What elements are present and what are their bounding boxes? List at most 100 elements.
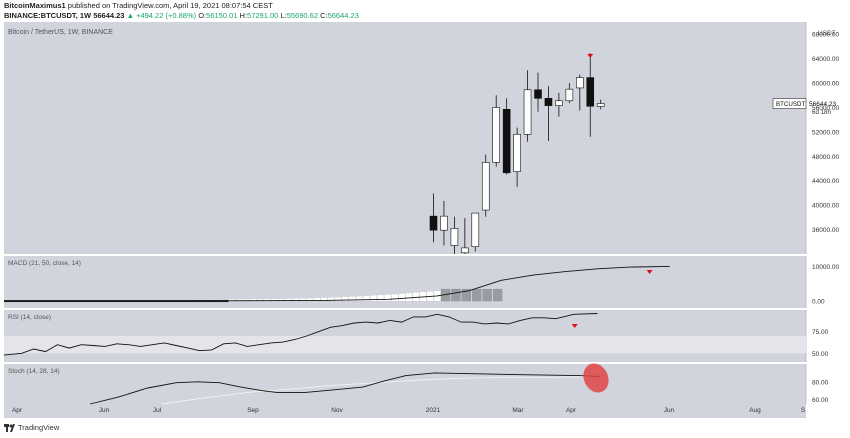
macd-histogram-bar: [270, 298, 278, 302]
time-tick-label: Apr: [12, 407, 23, 414]
macd-line: [4, 265, 670, 302]
macd-histogram-bar-declining: [492, 288, 503, 302]
rsi-bearish-arrow: [571, 324, 578, 328]
time-tick-label: Mar: [512, 407, 524, 414]
macd-histogram-bar: [313, 297, 321, 302]
macd-histogram-bar: [370, 295, 377, 302]
pane-0-background: [4, 22, 806, 254]
candle-body: [523, 89, 532, 135]
stoch-tick-label: 60.00: [812, 397, 829, 404]
macd-tick-label: 0.00: [812, 299, 825, 306]
symbol-tag-label: BTCUSDT: [776, 101, 805, 108]
macd-histogram-bar: [299, 298, 307, 302]
last-price-value: 56644.23: [93, 11, 125, 20]
time-tick-label: Nov: [331, 407, 343, 414]
price-tick-label: 36000.00: [812, 227, 839, 234]
price-axis-bg: [806, 20, 850, 416]
price-tick-label: 40000.00: [812, 203, 839, 210]
time-tick-label: 2021: [426, 407, 441, 414]
last-price-label: 56644.23: [809, 101, 836, 108]
price-tick-label: 64000.00: [812, 56, 839, 63]
time-tick-label: Jul: [153, 407, 162, 414]
stoch-tick-label: 80.00: [812, 379, 829, 386]
macd-histogram-bar: [341, 296, 349, 302]
candle-body: [596, 103, 605, 107]
macd-histogram-bar: [377, 294, 385, 302]
macd-histogram-bar-declining: [482, 288, 492, 302]
symbol-tag-box: [772, 98, 807, 109]
high-value: 57291.00: [247, 11, 279, 20]
close-label: C:: [320, 11, 328, 20]
low-label: L:: [280, 11, 287, 20]
symbol-line: BINANCE:BTCUSDT, 1W 56644.23 ▲ +494.22 (…: [4, 11, 359, 20]
publish-info: published on TradingView.com, April 19, …: [67, 1, 273, 10]
stoch-pane-title: Stoch (14, 28, 14): [8, 368, 60, 375]
tradingview-icon: [4, 423, 15, 432]
macd-histogram-bar: [405, 292, 413, 302]
open-value: 56150.01: [206, 11, 238, 20]
rsi-pane-title: RSI (14, close): [8, 314, 51, 321]
macd-pane-title: MACD (21, 50, close, 14): [8, 260, 81, 267]
candle-body: [429, 215, 438, 231]
sell-signal-arrow: [587, 54, 594, 58]
close-value: 56644.23: [327, 11, 359, 20]
price-tick-label: 60000.00: [812, 81, 839, 88]
macd-histogram-bar: [292, 298, 300, 302]
macd-histogram-bar-declining: [451, 288, 461, 302]
publish-line: BitcoinMaximus1 published on TradingView…: [4, 1, 273, 10]
pane-3-background: [4, 364, 806, 404]
bar-countdown: 6d 18h: [812, 109, 831, 116]
candle-body: [544, 98, 553, 106]
macd-histogram-bar-declining: [461, 288, 472, 302]
candle-body: [461, 247, 469, 254]
macd-histogram-bar: [327, 297, 335, 302]
macd-histogram-bar-declining: [472, 288, 482, 302]
time-tick-label: Sep: [247, 407, 259, 414]
stoch-k-line: [89, 372, 600, 405]
macd-histogram-bar: [391, 293, 399, 302]
currency-label: USDT: [818, 30, 836, 37]
candle-body: [575, 77, 584, 89]
candle-body: [471, 212, 480, 247]
symbol-label: BINANCE:BTCUSDT, 1W: [4, 11, 92, 20]
macd-histogram-bar: [348, 296, 356, 302]
candle-body: [534, 89, 542, 99]
time-tick-label: Jun: [99, 407, 110, 414]
candle-body: [586, 77, 595, 107]
low-value: 55690.62: [286, 11, 318, 20]
candle-body: [502, 109, 511, 174]
time-tick-label: S: [801, 407, 806, 414]
macd-histogram-bar: [384, 294, 392, 302]
macd-histogram-bar: [285, 298, 292, 302]
candle-body: [481, 162, 490, 211]
open-label: O:: [198, 11, 207, 20]
macd-histogram-bar: [278, 298, 285, 302]
candle-body: [565, 88, 574, 102]
rsi-band: [4, 336, 806, 354]
high-label: H:: [239, 11, 248, 20]
time-tick-label: Jun: [664, 407, 675, 414]
tradingview-logo[interactable]: TradingView: [4, 423, 59, 432]
macd-histogram-bar: [263, 298, 271, 302]
candle-body: [492, 107, 501, 163]
macd-bearish-arrow: [646, 270, 653, 274]
macd-histogram-bar: [355, 296, 363, 302]
macd-histogram-bar: [398, 293, 406, 302]
time-tick-label: Aug: [749, 407, 761, 414]
macd-histogram-bar: [320, 297, 328, 302]
highlight-circle: [583, 363, 609, 393]
price-tick-label: 52000.00: [812, 129, 839, 136]
macd-histogram-bar: [363, 295, 370, 302]
change-value: ▲ +494.22 (+0.88%): [126, 11, 197, 20]
rsi-tick-label: 50.00: [812, 351, 829, 358]
rsi-line: [3, 313, 598, 356]
price-tick-label: 48000.00: [812, 154, 839, 161]
time-tick-label: Apr: [566, 407, 577, 414]
tradingview-brand: TradingView: [18, 423, 60, 432]
author-name[interactable]: BitcoinMaximus1: [4, 1, 66, 10]
macd-histogram-bar: [334, 297, 342, 302]
time-axis-bg: [4, 404, 806, 418]
macd-tick-label: 10000.00: [812, 264, 839, 271]
candle-body: [440, 215, 448, 231]
